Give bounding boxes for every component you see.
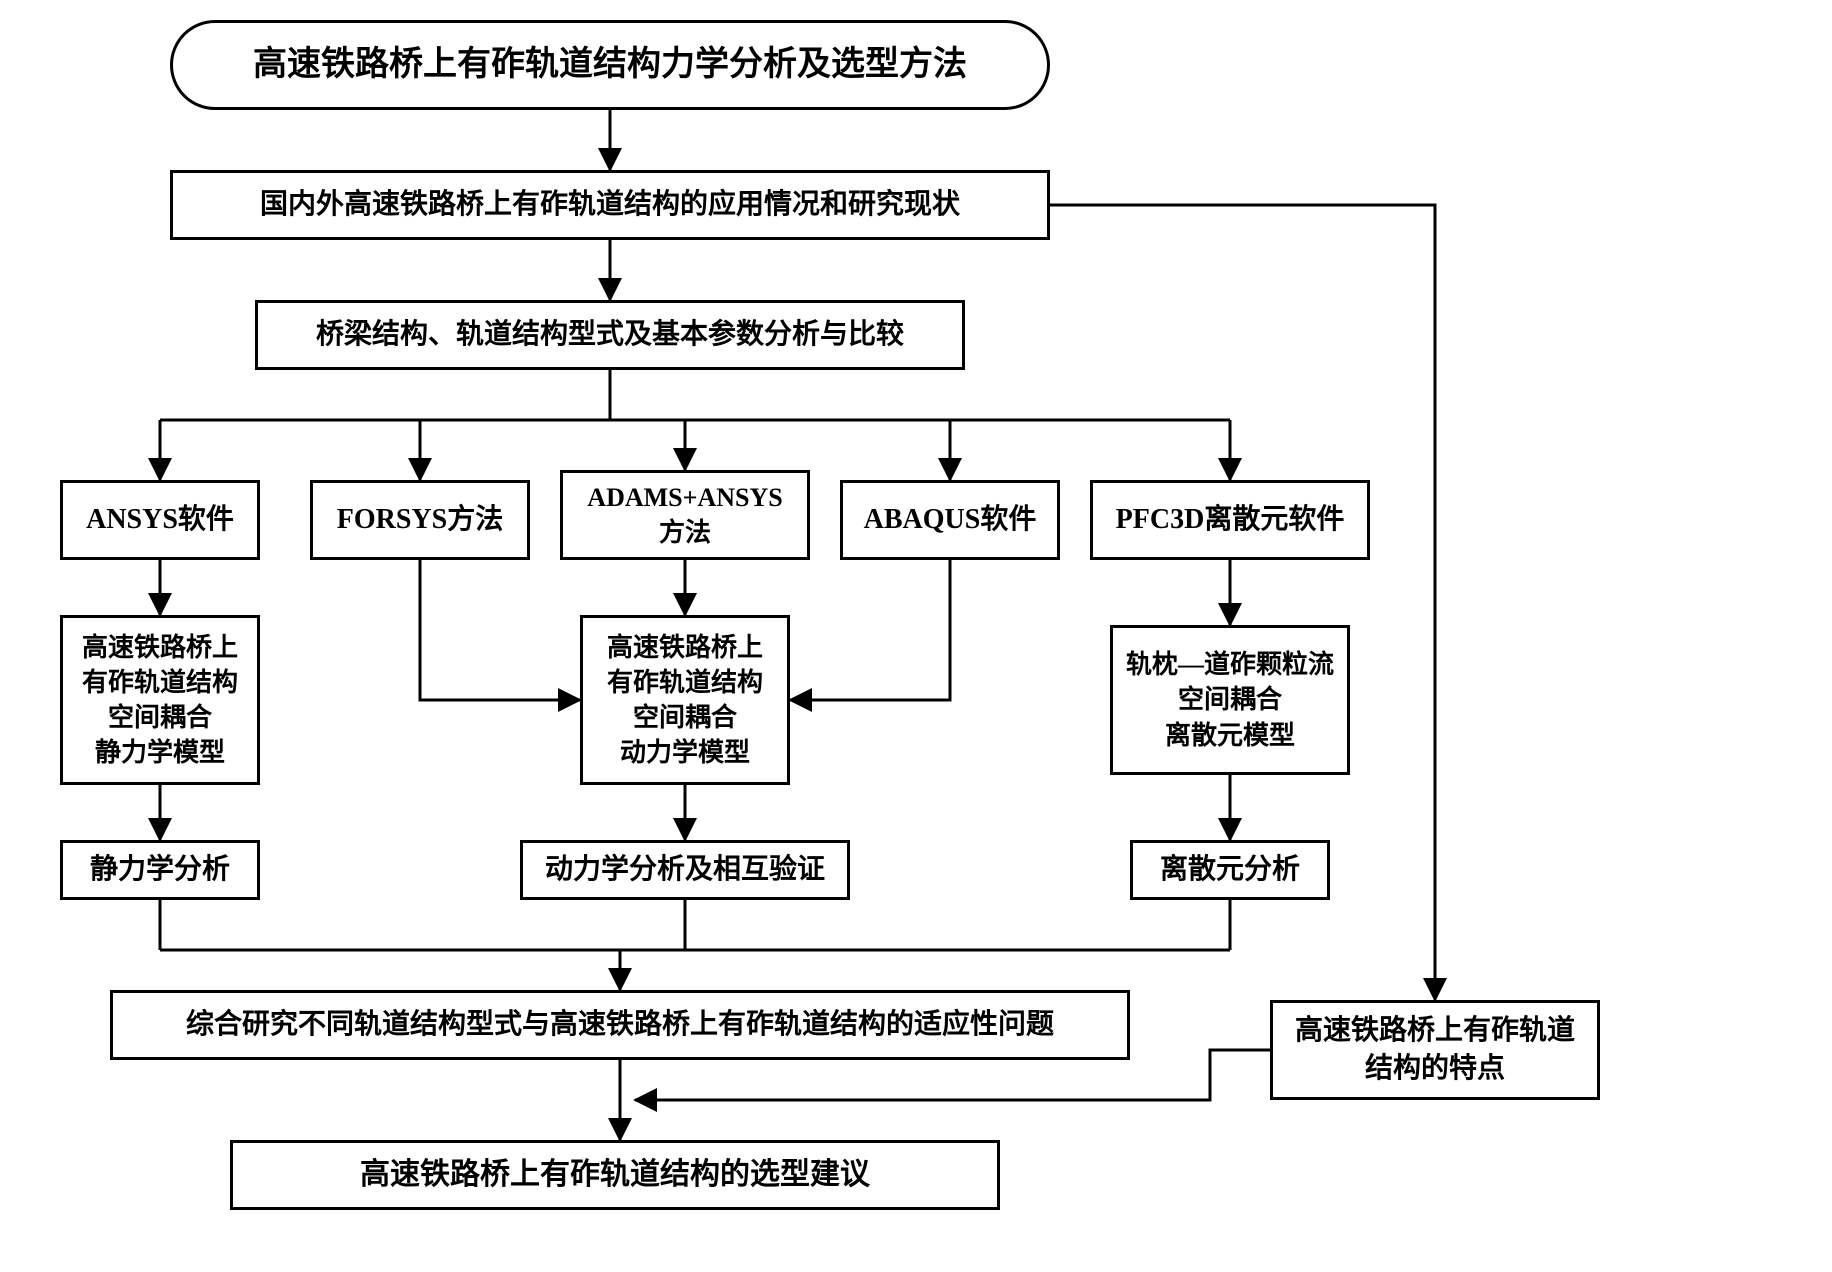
node-pfc3d-text: PFC3D离散元软件 xyxy=(1116,501,1345,539)
node-forsys: FORSYS方法 xyxy=(310,480,530,560)
node-compare-text: 桥梁结构、轨道结构型式及基本参数分析与比较 xyxy=(316,316,904,354)
node-review-text: 国内外高速铁路桥上有砟轨道结构的应用情况和研究现状 xyxy=(260,186,960,224)
node-static-analysis: 静力学分析 xyxy=(60,840,260,900)
node-dynamic-model: 高速铁路桥上有砟轨道结构空间耦合动力学模型 xyxy=(580,615,790,785)
node-adams: ADAMS+ANSYS方法 xyxy=(560,470,810,560)
node-static-model: 高速铁路桥上有砟轨道结构空间耦合静力学模型 xyxy=(60,615,260,785)
node-dynamic-analysis: 动力学分析及相互验证 xyxy=(520,840,850,900)
node-discrete-model: 轨枕—道砟颗粒流空间耦合离散元模型 xyxy=(1110,625,1350,775)
node-static-analysis-text: 静力学分析 xyxy=(90,851,230,889)
node-ansys-text: ANSYS软件 xyxy=(86,501,234,539)
node-forsys-text: FORSYS方法 xyxy=(337,501,503,539)
node-dynamic-model-text: 高速铁路桥上有砟轨道结构空间耦合动力学模型 xyxy=(607,630,763,770)
node-pfc3d: PFC3D离散元软件 xyxy=(1090,480,1370,560)
node-adaptability-text: 综合研究不同轨道结构型式与高速铁路桥上有砟轨道结构的适应性问题 xyxy=(186,1006,1054,1044)
node-title: 高速铁路桥上有砟轨道结构力学分析及选型方法 xyxy=(170,20,1050,110)
node-features: 高速铁路桥上有砟轨道结构的特点 xyxy=(1270,1000,1600,1100)
node-features-text: 高速铁路桥上有砟轨道结构的特点 xyxy=(1295,1012,1575,1088)
node-title-text: 高速铁路桥上有砟轨道结构力学分析及选型方法 xyxy=(253,42,967,88)
node-adaptability: 综合研究不同轨道结构型式与高速铁路桥上有砟轨道结构的适应性问题 xyxy=(110,990,1130,1060)
node-ansys: ANSYS软件 xyxy=(60,480,260,560)
node-selection: 高速铁路桥上有砟轨道结构的选型建议 xyxy=(230,1140,1000,1210)
node-abaqus: ABAQUS软件 xyxy=(840,480,1060,560)
node-abaqus-text: ABAQUS软件 xyxy=(864,501,1037,539)
node-dynamic-analysis-text: 动力学分析及相互验证 xyxy=(545,851,825,889)
node-discrete-analysis-text: 离散元分析 xyxy=(1160,851,1300,889)
node-selection-text: 高速铁路桥上有砟轨道结构的选型建议 xyxy=(360,1155,870,1196)
node-static-model-text: 高速铁路桥上有砟轨道结构空间耦合静力学模型 xyxy=(82,630,238,770)
node-review: 国内外高速铁路桥上有砟轨道结构的应用情况和研究现状 xyxy=(170,170,1050,240)
node-compare: 桥梁结构、轨道结构型式及基本参数分析与比较 xyxy=(255,300,965,370)
node-discrete-analysis: 离散元分析 xyxy=(1130,840,1330,900)
node-discrete-model-text: 轨枕—道砟颗粒流空间耦合离散元模型 xyxy=(1126,647,1334,752)
node-adams-text: ADAMS+ANSYS方法 xyxy=(587,480,782,550)
